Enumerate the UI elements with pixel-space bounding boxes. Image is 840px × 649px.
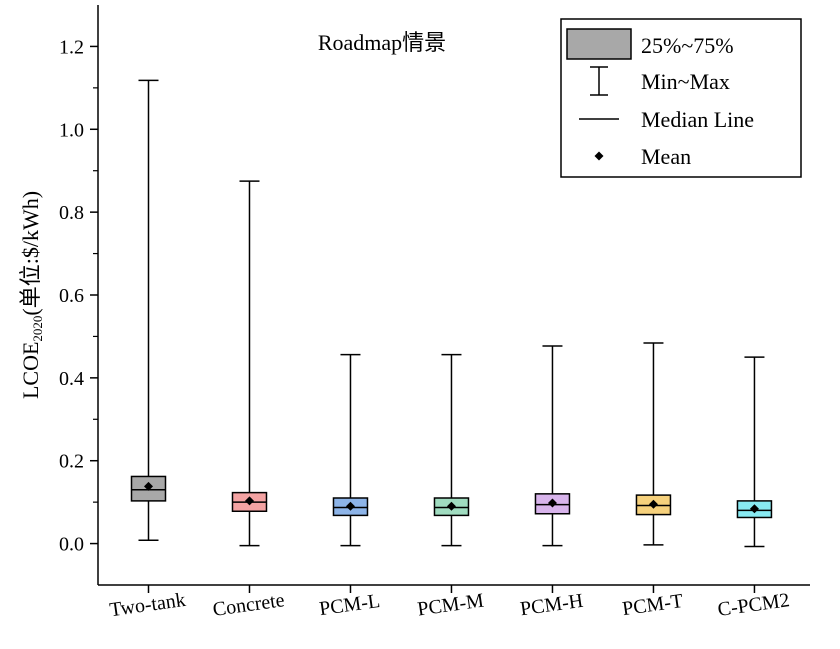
legend-box-swatch (566, 28, 632, 60)
mean-marker (547, 498, 557, 508)
y-axis-label-main: LCOE (18, 342, 43, 399)
y-axis-label-unit: (单位:$/kWh) (18, 191, 43, 316)
y-axis-label: LCOE2020(单位:$/kWh) (18, 191, 45, 399)
x-tick-label: PCM-M (416, 589, 485, 620)
legend-label: Mean (641, 144, 691, 169)
mean-marker (446, 501, 456, 511)
legend: 25%~75% Min~Max Median Line Mean (560, 18, 802, 178)
y-tick-label: 0.2 (59, 451, 84, 473)
box-pcm-l (332, 353, 369, 547)
x-tick-label: PCM-L (318, 590, 382, 620)
y-tick-label: 1.0 (59, 119, 84, 141)
x-tick-label: C-PCM2 (716, 589, 791, 621)
x-tick-label: PCM-H (519, 590, 585, 621)
mean-marker (345, 501, 355, 511)
legend-label: Median Line (641, 107, 754, 132)
y-tick-label: 0.4 (59, 368, 84, 390)
y-axis-label-subscript: 2020 (30, 316, 45, 342)
box-two-tank (130, 79, 167, 542)
box-series (130, 79, 773, 548)
mean-marker (648, 499, 658, 509)
box-pcm-t (635, 342, 672, 546)
box-pcm-m (433, 353, 470, 547)
mean-marker (143, 481, 153, 491)
mean-marker (244, 496, 254, 506)
chart-title: Roadmap情景 (318, 30, 446, 55)
box-pcm-h (534, 345, 571, 547)
mean-marker (749, 504, 759, 514)
box-c-pcm2 (736, 356, 773, 548)
y-tick-label: 0.6 (59, 285, 84, 307)
y-tick-label: 0.8 (59, 202, 84, 224)
x-tick-label: Concrete (211, 589, 286, 621)
x-tick-label: Two-tank (108, 589, 187, 621)
box-concrete (231, 180, 268, 547)
legend-mean-marker (594, 151, 604, 161)
legend-label: Min~Max (641, 69, 730, 94)
y-tick-label: 0.0 (59, 534, 84, 556)
legend-label: 25%~75% (641, 33, 734, 58)
x-tick-label: PCM-T (621, 590, 685, 620)
y-tick-label: 1.2 (59, 36, 84, 58)
